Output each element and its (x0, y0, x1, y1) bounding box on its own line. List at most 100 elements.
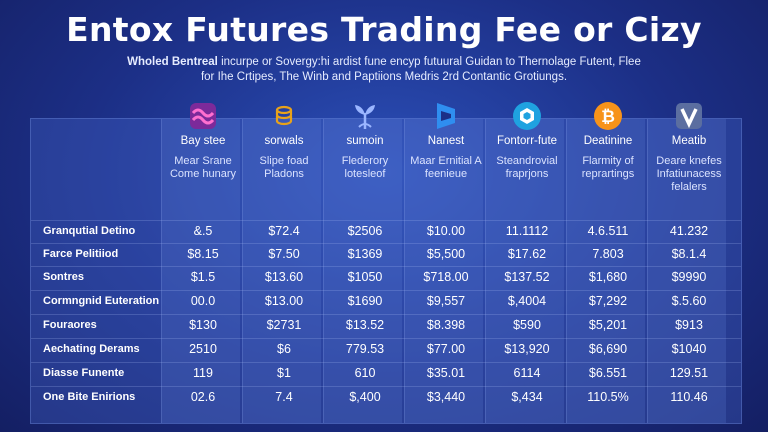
table-cell: $9,557 (426, 294, 466, 308)
row-divider (31, 338, 741, 339)
subtitle-bold: Wholed Bentreal (127, 56, 218, 68)
table-cell: $6,690 (588, 342, 628, 356)
table-cell: $590 (513, 318, 541, 332)
table-cell: 41.232 (669, 224, 709, 238)
table-cell: 779.53 (345, 342, 385, 356)
column-header: sorwals Slipe foad Pladons (245, 101, 323, 201)
table-cell: &.5 (193, 224, 213, 238)
column-header: sumoin Flederory lotesleof (326, 101, 404, 201)
table-cell: 119 (193, 366, 213, 380)
table-cell: $8.15 (187, 247, 219, 261)
table-cell: $718.00 (423, 270, 469, 284)
table-cell: $6.551 (588, 366, 628, 380)
column-band (161, 119, 240, 423)
row-divider (31, 362, 741, 363)
column-name: Nanest (427, 135, 465, 147)
column-description: Slipe foad Pladons (259, 155, 309, 180)
row-label: Diasse Funente (43, 367, 125, 379)
table-cell: 00.0 (190, 294, 216, 308)
table-cell: $13.52 (345, 318, 385, 332)
column-description: Flarmity of reprartings (581, 155, 635, 180)
row-divider (31, 314, 741, 315)
subtitle-line1: incurpe or Sovergy:hi ardist fune encyp … (217, 56, 641, 68)
table-cell: 2510 (189, 342, 217, 356)
column-band (404, 119, 483, 423)
row-divider (31, 386, 741, 387)
table-cell: 610 (354, 366, 376, 380)
table-cell: $10.00 (426, 224, 466, 238)
column-description: Maar Ernitial A feenieue (410, 155, 482, 180)
subtitle: Wholed Bentreal incurpe or Sovergy:hi ar… (60, 55, 708, 85)
column-header: Nanest Maar Ernitial A feenieue (407, 101, 485, 201)
flag-logo-icon (437, 103, 455, 129)
sprout-logo-icon (355, 105, 375, 129)
table-cell: $1 (277, 366, 291, 380)
table-cell: $,400 (349, 390, 381, 404)
row-label: Farce Pelitiiod (43, 248, 119, 260)
row-label: Sontres (43, 271, 84, 283)
column-band (485, 119, 564, 423)
table-cell: $913 (675, 318, 703, 332)
table-cell: 11.1112 (505, 224, 549, 238)
row-divider (31, 220, 741, 221)
column-header: ₿ Deatinine Flarmity of reprartings (569, 101, 647, 201)
table-cell: $13.60 (264, 270, 304, 284)
table-cell: $77.00 (426, 342, 466, 356)
table-cell: $35.01 (426, 366, 466, 380)
column-band (647, 119, 726, 423)
column-band (323, 119, 402, 423)
table-cell: $8.398 (426, 318, 466, 332)
table-cell: $2506 (347, 224, 383, 238)
row-label: Cormngnid Euteration (43, 295, 160, 307)
coin-stack-icon (275, 105, 293, 126)
column-band (242, 119, 321, 423)
table-cell: $5,500 (426, 247, 466, 261)
column-description: Flederory lotesleof (341, 155, 389, 180)
wave-logo-icon (190, 103, 216, 129)
table-cell: $2731 (266, 318, 302, 332)
table-cell: $1,680 (588, 270, 628, 284)
row-divider (31, 290, 741, 291)
row-label: Granqutial Detino (43, 225, 136, 237)
table-cell: $,434 (511, 390, 543, 404)
table-cell: $5,201 (588, 318, 628, 332)
table-cell: $1690 (347, 294, 383, 308)
table-cell: $1040 (671, 342, 707, 356)
table-cell: $17.62 (507, 247, 547, 261)
table-cell: $130 (189, 318, 217, 332)
table-cell: 129.51 (669, 366, 709, 380)
row-label: One Bite Enirions (43, 391, 136, 403)
table-cell: 02.6 (190, 390, 216, 404)
table-cell: $13,920 (504, 342, 550, 356)
column-name: Bay stee (180, 135, 226, 147)
table-cell: $72.4 (268, 224, 300, 238)
table-cell: $7.50 (268, 247, 300, 261)
fee-table: Bay stee Mear Srane Come hunary sorwals Sli… (30, 102, 742, 424)
row-label: Fouraores (43, 319, 97, 331)
page-title: Entox Futures Trading Fee or Cizy (66, 10, 702, 49)
column-header: Bay stee Mear Srane Come hunary (164, 101, 242, 201)
column-description: Mear Srane Come hunary (169, 155, 237, 180)
table-cell: $8.1.4 (671, 247, 707, 261)
table-cell: $,4004 (507, 294, 547, 308)
column-description: Steandrovial fraprjons (496, 155, 558, 180)
table-cell: $1.5 (190, 270, 216, 284)
row-divider (31, 266, 741, 267)
table-cell: 7.803 (592, 247, 624, 261)
table-cell: $1369 (347, 247, 383, 261)
hexagon-logo-icon (513, 102, 541, 130)
table-cell: $13.00 (264, 294, 304, 308)
column-name: sorwals (264, 135, 304, 147)
table-cell: 6114 (513, 366, 541, 380)
table-cell: 4.6.511 (587, 224, 629, 238)
table-cell: $9990 (671, 270, 707, 284)
row-label: Aechating Derams (43, 343, 140, 355)
table-cell: $3,440 (426, 390, 466, 404)
table-cell: $.5.60 (671, 294, 707, 308)
row-divider (31, 243, 741, 244)
column-band (566, 119, 645, 423)
v-shield-icon (676, 103, 702, 129)
table-cell: $1050 (347, 270, 383, 284)
table-cell: 110.5% (587, 390, 629, 404)
column-header: Meatib Deare knefes Infatiunacess felaler… (650, 101, 728, 201)
